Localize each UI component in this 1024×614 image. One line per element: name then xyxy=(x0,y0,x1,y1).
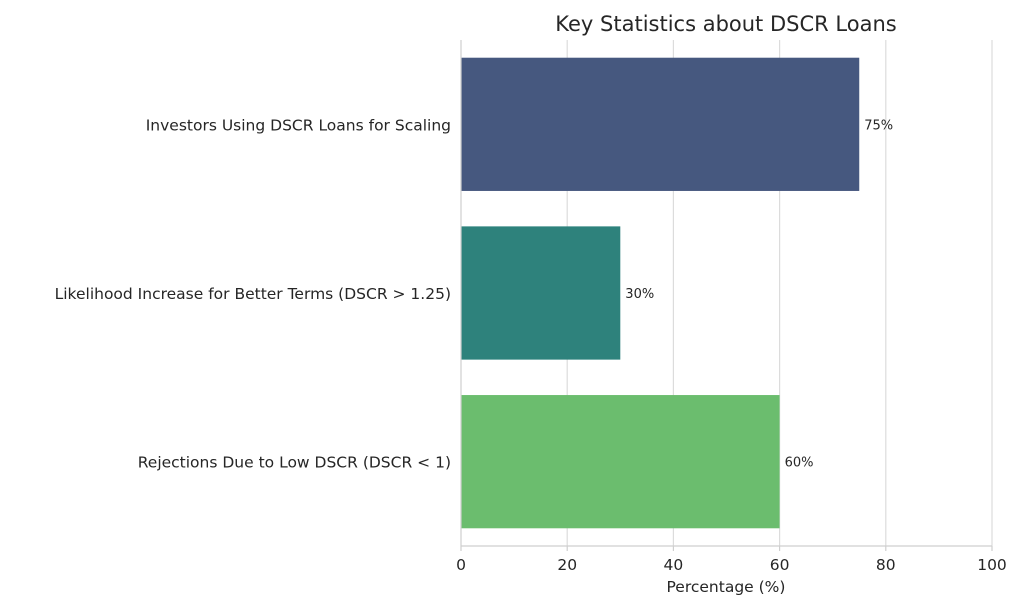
category-labels: Investors Using DSCR Loans for Scaling Li… xyxy=(55,116,451,471)
bar-value-label: 30% xyxy=(625,287,654,302)
bar xyxy=(461,395,780,529)
x-tick-label: 100 xyxy=(977,556,1007,574)
bar-value-label: 60% xyxy=(785,456,814,471)
bar-value-label: 75% xyxy=(864,118,893,133)
category-label: Rejections Due to Low DSCR (DSCR < 1) xyxy=(138,454,451,472)
category-label: Investors Using DSCR Loans for Scaling xyxy=(146,116,451,134)
x-tick-label: 0 xyxy=(456,556,466,574)
category-label: Likelihood Increase for Better Terms (DS… xyxy=(55,285,451,303)
bar xyxy=(461,226,621,360)
x-tick-label: 20 xyxy=(557,556,577,574)
x-tick-label: 40 xyxy=(664,556,684,574)
bars: 75% 30% 60% xyxy=(461,57,893,529)
x-axis: 0 20 40 60 80 100 xyxy=(456,40,1007,574)
bar xyxy=(461,57,860,191)
x-tick-label: 60 xyxy=(770,556,790,574)
x-tick-label: 80 xyxy=(876,556,896,574)
x-axis-title: Percentage (%) xyxy=(667,578,786,596)
chart-title: Key Statistics about DSCR Loans xyxy=(555,12,896,36)
